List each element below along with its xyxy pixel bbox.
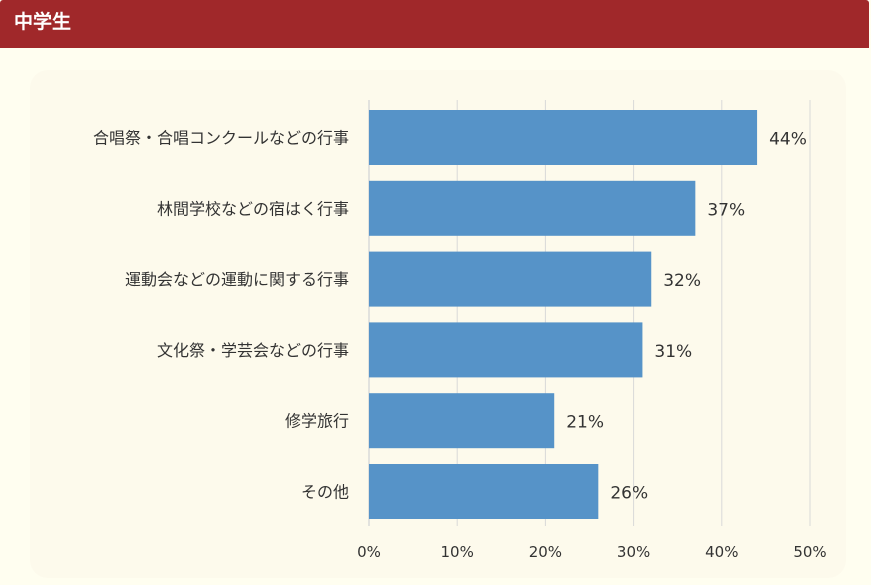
value-labels: 44% 37% 32% 31% 21% 26% (566, 130, 807, 504)
category-label: その他 (301, 483, 349, 502)
bar (369, 110, 758, 165)
x-axis-tick-labels: 0% 10% 20% 30% 40% 50% (357, 543, 827, 561)
category-label: 修学旅行 (285, 412, 349, 431)
section-title: 中学生 (14, 11, 72, 33)
value-label: 21% (566, 413, 604, 433)
x-tick-label: 0% (357, 543, 381, 561)
x-tick-label: 20% (529, 543, 562, 561)
bars (369, 110, 758, 519)
x-tick-label: 10% (441, 543, 474, 561)
section-header: 中学生 (0, 0, 869, 48)
bar (369, 464, 599, 519)
x-tick-label: 30% (617, 543, 650, 561)
value-label: 37% (707, 200, 745, 220)
category-labels: 合唱祭・合唱コンクールなどの行事林間学校などの宿はく行事運動会などの運動に関する… (93, 129, 349, 502)
x-tick-label: 50% (793, 543, 826, 561)
value-label: 31% (654, 342, 692, 362)
value-label: 44% (769, 130, 807, 150)
category-label: 運動会などの運動に関する行事 (125, 270, 349, 289)
bar (369, 180, 696, 236)
gridlines (368, 100, 811, 526)
bar (369, 393, 555, 449)
category-label: 合唱祭・合唱コンクールなどの行事 (93, 129, 349, 148)
value-label: 26% (610, 484, 648, 504)
x-tick-label: 40% (705, 543, 738, 561)
bar (369, 251, 652, 307)
category-label: 文化祭・学芸会などの行事 (157, 341, 349, 360)
value-label: 32% (663, 271, 701, 291)
bar (369, 322, 643, 378)
category-label: 林間学校などの宿はく行事 (157, 199, 349, 218)
